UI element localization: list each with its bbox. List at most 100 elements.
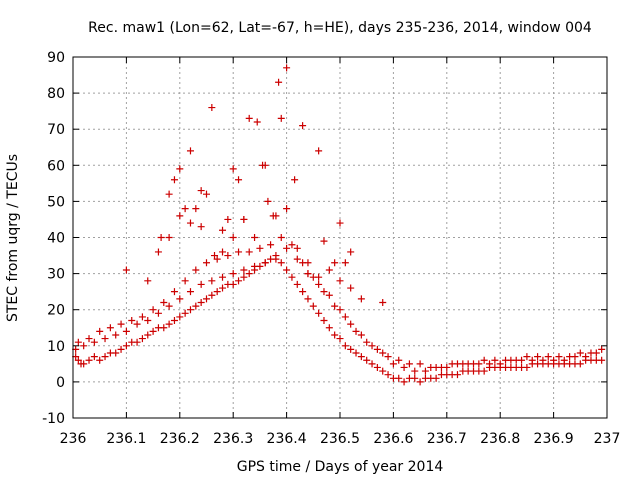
- y-tick-label: 50: [47, 194, 65, 210]
- y-tick-label: 10: [47, 339, 65, 355]
- data-point: [288, 273, 296, 281]
- data-point: [491, 356, 499, 364]
- data-point: [400, 378, 408, 386]
- data-point: [315, 273, 323, 281]
- data-point: [192, 205, 200, 213]
- data-point: [192, 266, 200, 274]
- data-point: [197, 187, 205, 195]
- data-point: [470, 360, 477, 368]
- data-point: [291, 176, 299, 184]
- data-point: [598, 356, 606, 364]
- data-point: [277, 114, 285, 122]
- data-point: [395, 356, 403, 364]
- data-point: [304, 259, 312, 267]
- data-point: [80, 360, 88, 368]
- data-point: [275, 78, 283, 86]
- data-point: [74, 356, 82, 364]
- data-point: [357, 353, 365, 361]
- data-point: [459, 360, 467, 368]
- data-point: [272, 212, 280, 220]
- x-tick-label: 236.5: [320, 431, 360, 447]
- data-point: [347, 345, 355, 353]
- data-point: [219, 226, 227, 234]
- data-point: [352, 327, 360, 335]
- data-point: [144, 317, 152, 325]
- data-point: [437, 363, 445, 371]
- y-tick-label: 90: [47, 50, 65, 66]
- data-point: [96, 356, 104, 364]
- data-point: [395, 374, 403, 382]
- data-point: [325, 324, 333, 332]
- data-point: [197, 280, 205, 288]
- data-point: [240, 215, 248, 223]
- data-point: [256, 244, 264, 252]
- data-point: [253, 118, 261, 126]
- data-point: [299, 122, 307, 130]
- data-point: [352, 349, 360, 357]
- data-point: [502, 356, 510, 364]
- data-point: [357, 295, 365, 303]
- data-point: [277, 234, 285, 241]
- data-point: [229, 270, 237, 278]
- x-tick-label: 236.6: [373, 431, 413, 447]
- x-tick-label: 236.4: [267, 431, 307, 447]
- data-point: [384, 353, 392, 361]
- data-point: [170, 176, 178, 184]
- data-point: [261, 259, 269, 267]
- data-point: [165, 302, 173, 310]
- data-point: [272, 252, 280, 260]
- data-point: [106, 324, 114, 332]
- chart-title: Rec. maw1 (Lon=62, Lat=-67, h=HE), days …: [88, 20, 592, 36]
- data-point: [160, 324, 168, 332]
- data-point: [336, 277, 344, 285]
- data-point: [186, 306, 194, 314]
- data-point: [576, 349, 584, 357]
- tick-labels: 236 236.1 236.2 236.3 236.4 236.5 236.6 236.7 23…: [42, 50, 620, 447]
- data-point: [331, 331, 339, 339]
- data-point: [384, 371, 392, 379]
- data-point: [112, 331, 120, 339]
- data-point: [186, 219, 194, 227]
- data-point: [165, 234, 173, 241]
- data-point: [315, 147, 323, 155]
- data-point: [336, 219, 344, 227]
- data-point: [157, 234, 165, 241]
- data-point: [203, 259, 210, 267]
- data-point: [213, 255, 221, 263]
- data-point: [293, 255, 301, 263]
- data-point: [181, 205, 189, 213]
- data-point: [293, 244, 301, 252]
- data-point: [341, 259, 349, 267]
- data-point: [368, 360, 376, 368]
- data-point: [341, 313, 349, 321]
- x-tick-label: 236.7: [427, 431, 467, 447]
- data-point: [400, 363, 408, 371]
- data-point: [149, 327, 157, 335]
- y-tick-label: 0: [56, 375, 65, 391]
- data-point: [122, 342, 130, 350]
- data-point: [101, 335, 109, 343]
- x-tick-label: 236.2: [160, 431, 200, 447]
- data-point: [251, 234, 259, 241]
- data-point: [186, 147, 194, 155]
- x-axis-label: GPS time / Days of year 2014: [237, 459, 444, 475]
- data-point: [373, 363, 381, 371]
- data-point: [176, 212, 184, 220]
- axis-ticks: [72, 56, 608, 419]
- y-tick-label: 30: [47, 267, 65, 283]
- data-point: [160, 298, 168, 306]
- data-point: [170, 288, 178, 296]
- data-point: [325, 291, 333, 299]
- data-point: [315, 309, 323, 317]
- data-point: [331, 302, 339, 310]
- data-point: [85, 356, 93, 364]
- data-point: [523, 353, 531, 361]
- data-point: [122, 266, 130, 274]
- x-tick-label: 236: [60, 431, 87, 447]
- data-point: [133, 338, 141, 346]
- data-point: [587, 349, 595, 357]
- data-point: [309, 302, 317, 310]
- data-point: [74, 338, 82, 346]
- data-point: [283, 244, 291, 252]
